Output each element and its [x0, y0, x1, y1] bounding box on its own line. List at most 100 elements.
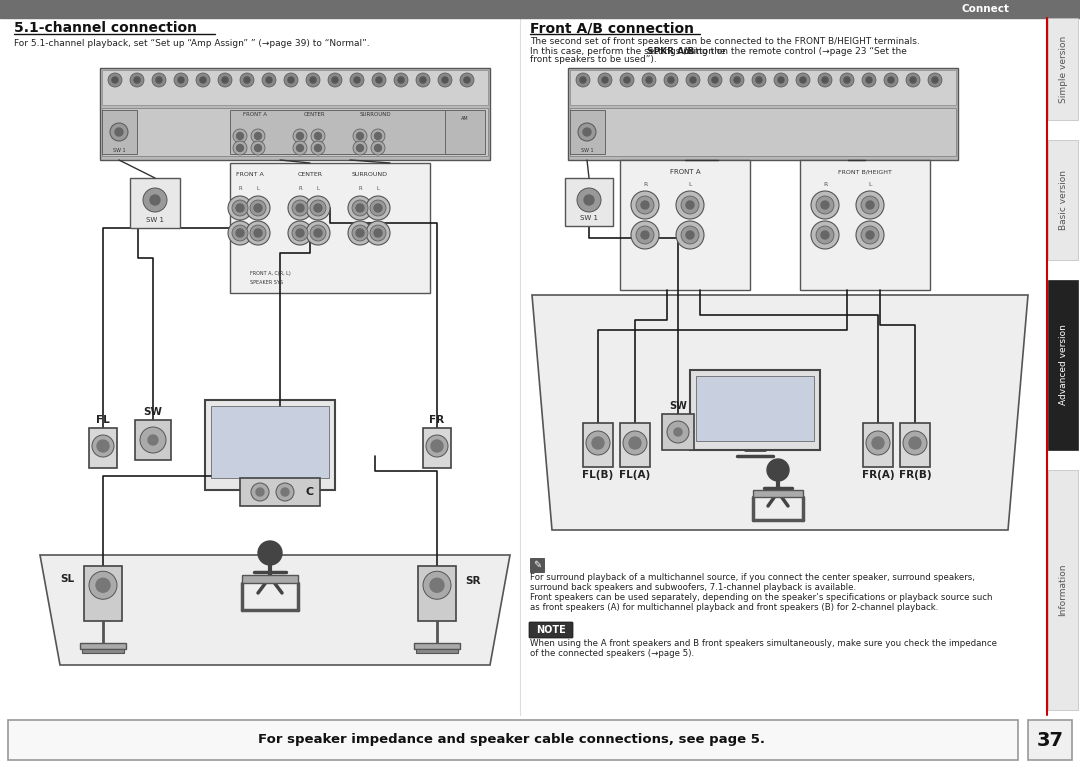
Bar — [662, 414, 694, 450]
Circle shape — [314, 132, 322, 139]
Circle shape — [636, 226, 654, 244]
Text: C: C — [306, 487, 314, 497]
Circle shape — [228, 221, 252, 245]
Text: FR(B): FR(B) — [899, 470, 931, 480]
Circle shape — [328, 73, 342, 87]
Circle shape — [148, 435, 158, 445]
Circle shape — [577, 188, 600, 212]
Circle shape — [906, 73, 920, 87]
Circle shape — [96, 578, 110, 592]
Bar — [1028, 720, 1072, 760]
Text: FRONT B/HEIGHT: FRONT B/HEIGHT — [838, 169, 892, 175]
Circle shape — [314, 204, 322, 212]
Circle shape — [288, 221, 312, 245]
Text: L: L — [316, 185, 320, 191]
Circle shape — [856, 221, 885, 249]
Circle shape — [438, 73, 453, 87]
Circle shape — [310, 225, 326, 241]
Polygon shape — [532, 295, 1028, 530]
Circle shape — [646, 77, 652, 83]
Bar — [1048, 280, 1078, 450]
Circle shape — [310, 77, 316, 83]
Bar — [0, 0, 1080, 18]
Circle shape — [623, 431, 647, 455]
Text: L: L — [257, 185, 259, 191]
Text: button on the remote control (→page 23 “Set the: button on the remote control (→page 23 “… — [681, 46, 907, 55]
Bar — [102, 108, 488, 156]
Text: FRONT A: FRONT A — [237, 172, 264, 178]
Text: as front speakers (A) for multichannel playback and front speakers (B) for 2-cha: as front speakers (A) for multichannel p… — [530, 604, 939, 612]
Text: CENTER: CENTER — [297, 172, 323, 178]
Circle shape — [756, 77, 762, 83]
Circle shape — [910, 77, 916, 83]
Circle shape — [631, 221, 659, 249]
Circle shape — [686, 73, 700, 87]
Text: CENTER: CENTER — [305, 112, 326, 116]
Circle shape — [237, 229, 244, 237]
Circle shape — [631, 191, 659, 219]
Circle shape — [822, 77, 828, 83]
Circle shape — [112, 77, 118, 83]
Bar — [102, 70, 488, 105]
Text: front speakers to be used”).: front speakers to be used”). — [530, 55, 657, 65]
Circle shape — [246, 221, 270, 245]
Bar — [242, 575, 298, 583]
Circle shape — [134, 77, 140, 83]
Circle shape — [375, 145, 381, 151]
Circle shape — [288, 77, 294, 83]
Circle shape — [712, 77, 718, 83]
Circle shape — [372, 129, 384, 143]
Circle shape — [416, 73, 430, 87]
Circle shape — [174, 73, 188, 87]
Circle shape — [686, 231, 694, 239]
Text: SW: SW — [670, 401, 687, 411]
Text: surround back speakers and subwoofers, 7.1-channel playback is available.: surround back speakers and subwoofers, 7… — [530, 584, 856, 592]
Circle shape — [296, 229, 303, 237]
Circle shape — [258, 541, 282, 565]
Bar — [423, 428, 451, 468]
Circle shape — [356, 229, 364, 237]
Text: Advanced version: Advanced version — [1058, 325, 1067, 405]
Circle shape — [690, 77, 696, 83]
Circle shape — [464, 77, 470, 83]
Circle shape — [306, 196, 330, 220]
Circle shape — [676, 191, 704, 219]
Circle shape — [624, 77, 630, 83]
Circle shape — [281, 488, 289, 496]
Bar — [570, 70, 956, 105]
Circle shape — [374, 229, 382, 237]
Text: SURROUND: SURROUND — [352, 172, 388, 178]
Bar — [530, 558, 544, 572]
Circle shape — [251, 141, 265, 155]
Circle shape — [108, 73, 122, 87]
Text: For 5.1-channel playback, set “Set up “Amp Assign” ” (→page 39) to “Normal”.: For 5.1-channel playback, set “Set up “A… — [14, 39, 369, 48]
Circle shape — [306, 73, 320, 87]
Circle shape — [237, 145, 243, 151]
Circle shape — [399, 77, 404, 83]
Bar — [230, 163, 430, 293]
Circle shape — [811, 191, 839, 219]
Text: of the connected speakers (→page 5).: of the connected speakers (→page 5). — [530, 648, 694, 657]
Text: 37: 37 — [1037, 731, 1064, 750]
Circle shape — [583, 128, 591, 136]
Bar — [565, 178, 613, 226]
Circle shape — [602, 77, 608, 83]
Circle shape — [420, 77, 426, 83]
Text: FRONT A, C(R, L): FRONT A, C(R, L) — [249, 271, 291, 275]
Circle shape — [353, 141, 367, 155]
Circle shape — [249, 225, 266, 241]
Text: FRONT A: FRONT A — [243, 112, 267, 116]
Circle shape — [431, 440, 443, 452]
Circle shape — [674, 428, 681, 436]
Circle shape — [249, 200, 266, 216]
Circle shape — [374, 204, 382, 212]
Bar — [205, 400, 335, 490]
Text: SW 1: SW 1 — [581, 148, 593, 152]
Text: SURROUND: SURROUND — [360, 112, 391, 116]
Text: 5.1-channel connection: 5.1-channel connection — [14, 21, 197, 35]
Polygon shape — [40, 555, 510, 665]
Bar — [89, 428, 117, 468]
Circle shape — [297, 145, 303, 151]
Text: For surround playback of a multichannel source, if you connect the center speake: For surround playback of a multichannel … — [530, 574, 975, 582]
Text: NOTE: NOTE — [536, 625, 566, 635]
